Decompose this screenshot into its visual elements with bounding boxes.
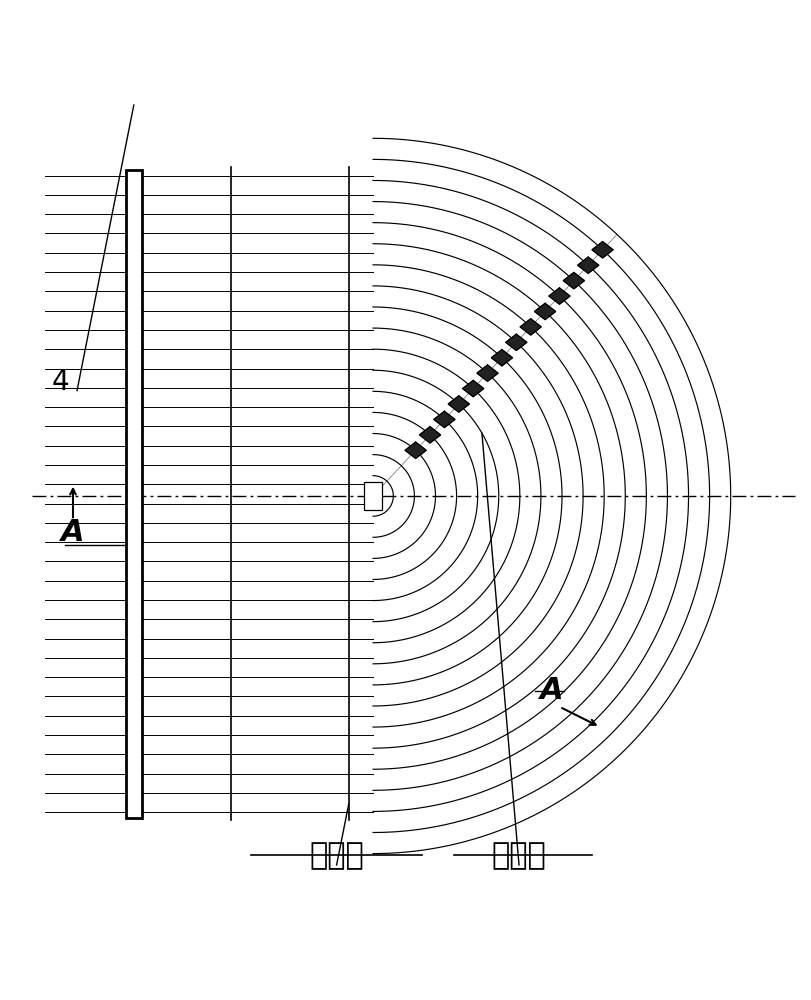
Text: 折流板: 折流板 xyxy=(309,841,364,870)
Polygon shape xyxy=(419,427,440,443)
Text: 换热管: 换热管 xyxy=(491,841,547,870)
Text: A: A xyxy=(539,676,564,705)
Polygon shape xyxy=(406,442,427,458)
Text: 4: 4 xyxy=(52,368,70,396)
Polygon shape xyxy=(491,350,513,366)
Polygon shape xyxy=(434,411,455,428)
Polygon shape xyxy=(549,288,570,304)
Bar xyxy=(364,482,382,510)
Bar xyxy=(126,170,142,818)
Polygon shape xyxy=(577,257,599,273)
Polygon shape xyxy=(520,319,541,335)
Polygon shape xyxy=(477,365,498,381)
Polygon shape xyxy=(534,303,556,320)
Polygon shape xyxy=(506,334,527,350)
Polygon shape xyxy=(448,396,470,412)
Polygon shape xyxy=(592,242,613,258)
Text: A: A xyxy=(61,518,85,547)
Polygon shape xyxy=(462,380,483,397)
Polygon shape xyxy=(564,273,585,289)
